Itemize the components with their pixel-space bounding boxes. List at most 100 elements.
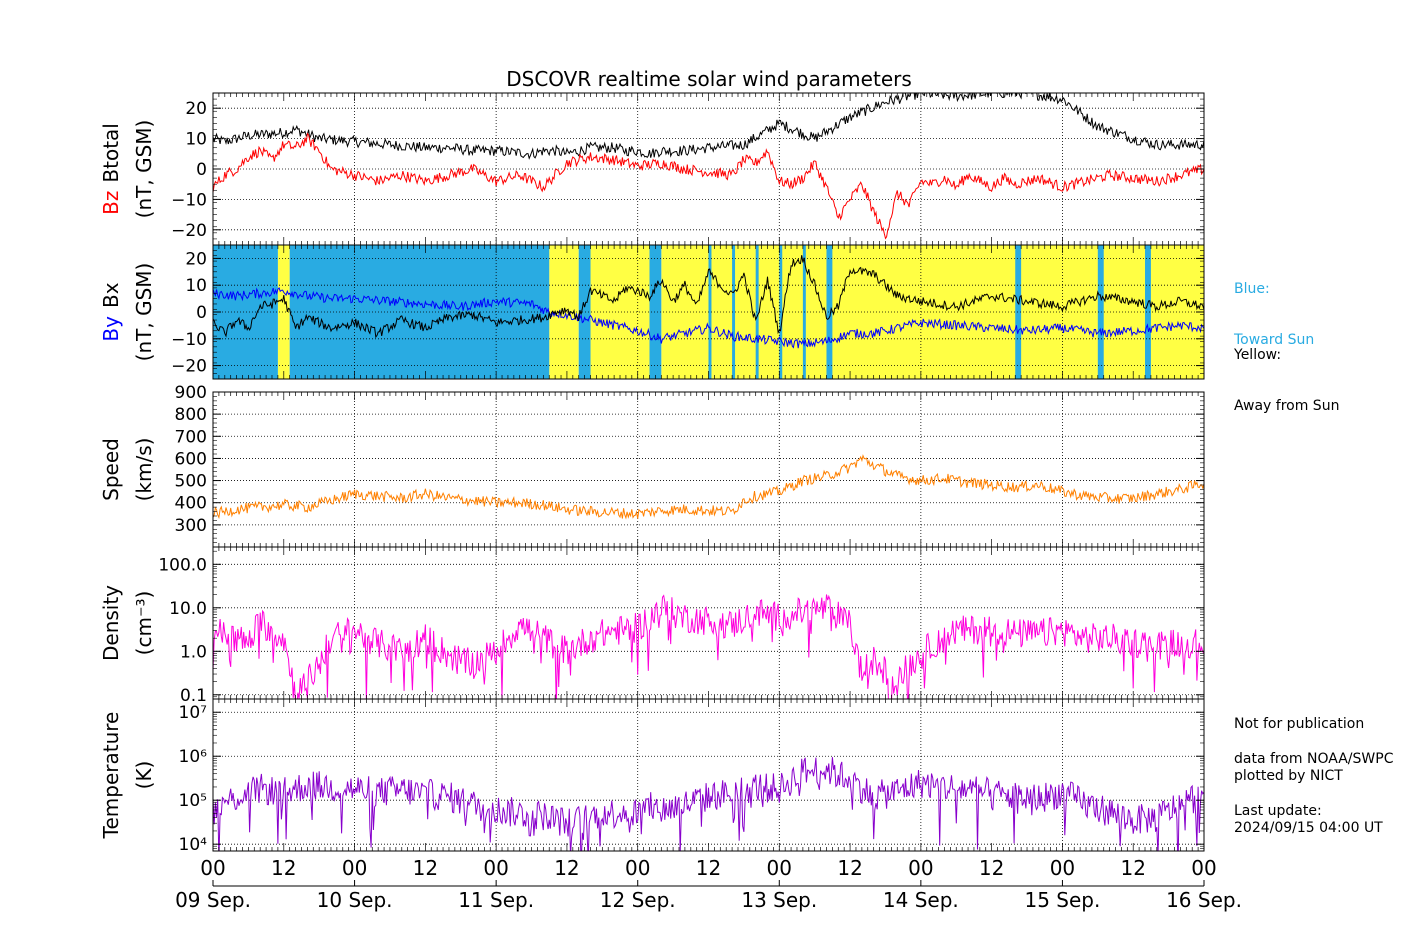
y-tick-label: 10	[185, 276, 207, 296]
y-tick-label: 600	[175, 449, 207, 469]
y-axis-label: Speed	[99, 438, 123, 501]
x-hour-label: 12	[696, 856, 721, 880]
x-hour-label: 00	[1050, 856, 1075, 880]
y-tick-label: 0	[196, 160, 207, 180]
note-update-label: Last update:	[1234, 803, 1322, 819]
toward-band	[755, 245, 759, 379]
legend-blue: Blue: Toward Sun	[1234, 247, 1314, 366]
toward-band	[289, 245, 550, 379]
x-hour-label: 00	[625, 856, 650, 880]
y-tick-label: 10⁶	[179, 747, 208, 767]
toward-band	[708, 245, 712, 379]
x-date-label: 11 Sep.	[458, 888, 534, 912]
x-hour-label: 00	[908, 856, 933, 880]
x-date-label: 15 Sep.	[1024, 888, 1100, 912]
panel-1: −20 −10 0 10 20 By Bx (nT, GSM)	[99, 244, 1210, 380]
x-hour-label: 00	[1191, 856, 1216, 880]
y-tick-label: 10⁷	[179, 703, 208, 723]
y-tick-label: 300	[175, 516, 207, 536]
legend-blue-label: Blue:	[1234, 281, 1270, 297]
y-axis-unit: (cm⁻³)	[132, 591, 156, 656]
note-publication: Not for publication	[1234, 716, 1365, 732]
y-tick-label: 10⁴	[179, 835, 208, 855]
y-tick-label: 100.0	[158, 555, 207, 575]
y-tick-label: 1.0	[180, 642, 207, 662]
series-density	[213, 594, 1204, 699]
y-tick-label: −20	[171, 357, 207, 377]
y-tick-label: 10	[185, 130, 207, 150]
toward-band	[1097, 245, 1104, 379]
y-tick-label: 20	[185, 99, 207, 119]
y-tick-label: 10.0	[169, 599, 207, 619]
y-tick-label: 900	[175, 383, 207, 403]
panel-frame	[212, 698, 1205, 852]
toward-band	[649, 245, 662, 379]
y-tick-label: 700	[175, 427, 207, 447]
note-plotted: plotted by NICT	[1234, 768, 1343, 784]
x-date-label: 13 Sep.	[741, 888, 817, 912]
x-date-label: 16 Sep.	[1166, 888, 1242, 912]
x-date-label: 10 Sep.	[317, 888, 393, 912]
y-axis-unit: (K)	[132, 761, 156, 790]
panel-4: 10⁴ 10⁵ 10⁶ 10⁷ Temperature (K)	[99, 698, 1205, 855]
away-band	[590, 245, 650, 379]
toward-band	[1145, 245, 1151, 379]
y-axis-unit: (km/s)	[132, 438, 156, 502]
y-axis-unit: (nT, GSM)	[132, 263, 156, 362]
x-hour-label: 12	[271, 856, 296, 880]
y-tick-label: −20	[171, 221, 207, 241]
y-label-part-2: Bx	[99, 282, 123, 308]
legend-yellow: Yellow: Away from Sun	[1234, 313, 1339, 432]
x-hour-label: 00	[767, 856, 792, 880]
y-label-part-1: By	[99, 316, 123, 342]
x-hour-label: 12	[979, 856, 1004, 880]
note-update-time: 2024/09/15 04:00 UT	[1234, 820, 1383, 836]
x-hour-label: 12	[1120, 856, 1145, 880]
x-date-label: 12 Sep.	[600, 888, 676, 912]
note-source: data from NOAA/SWPC	[1234, 751, 1394, 767]
x-hour-label: 12	[413, 856, 438, 880]
y-tick-label: 800	[175, 405, 207, 425]
series-btotal	[213, 93, 1204, 160]
toward-band	[578, 245, 591, 379]
y-axis-label: Bz Btotal	[99, 123, 123, 215]
x-hour-label: 12	[837, 856, 862, 880]
y-tick-label: 10⁵	[179, 791, 207, 811]
x-hour-label: 00	[342, 856, 367, 880]
legend-yellow-desc: Away from Sun	[1234, 398, 1340, 414]
toward-band	[1204, 245, 1210, 379]
y-label-part-1: Bz	[99, 191, 123, 215]
away-band	[277, 245, 290, 379]
y-tick-label: 500	[175, 472, 207, 492]
panel-frame	[212, 391, 1205, 548]
x-hour-label: 00	[483, 856, 508, 880]
y-tick-label: 0.1	[180, 686, 207, 706]
legend-yellow-label: Yellow:	[1234, 347, 1282, 363]
x-axis: 00 12 00 12 00 12 00 12 00 12 00 12 00 12 00 09 Sep. 10 …	[175, 856, 1242, 912]
panel-frame	[212, 546, 1205, 700]
y-label-part-2: Btotal	[99, 123, 123, 182]
legend-blue-desc: Toward Sun	[1234, 332, 1315, 348]
y-tick-label: −10	[171, 330, 207, 350]
panel-0: −20 −10 0 10 20 Bz Btotal (nT, GSM)	[99, 92, 1205, 246]
x-date-label: 09 Sep.	[175, 888, 251, 912]
toward-band	[732, 245, 736, 379]
y-tick-label: −10	[171, 190, 207, 210]
chart-title: DSCOVR realtime solar wind parameters	[506, 67, 912, 91]
panel-3: 0.1 1.0 10.0 100.0 Density (cm⁻³)	[99, 546, 1205, 706]
x-hour-label: 12	[554, 856, 579, 880]
series-by	[213, 255, 1204, 339]
toward-band	[1015, 245, 1022, 379]
y-axis-label: Density	[99, 585, 123, 661]
toward-band	[826, 245, 833, 379]
x-date-label: 14 Sep.	[883, 888, 959, 912]
series-temperature	[213, 757, 1204, 851]
series-bz	[213, 132, 1204, 240]
y-axis-label: Temperature	[99, 712, 123, 840]
series-speed	[213, 454, 1204, 520]
y-axis-unit: (nT, GSM)	[132, 120, 156, 219]
panels-group: −20 −10 0 10 20 Bz Btotal (nT, GSM) −20 −10 0 10 20 B…	[99, 92, 1210, 855]
y-axis-label: By Bx	[99, 282, 123, 341]
